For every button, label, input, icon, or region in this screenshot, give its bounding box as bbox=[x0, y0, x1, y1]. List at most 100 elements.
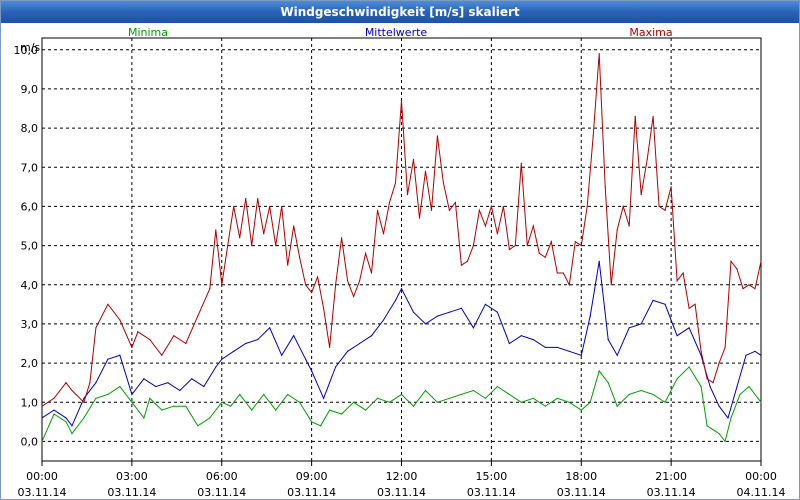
data-point-maxima bbox=[209, 288, 211, 290]
data-point-mittelwerte bbox=[281, 354, 283, 356]
data-point-maxima bbox=[95, 327, 97, 329]
data-point-mittelwerte bbox=[305, 358, 307, 360]
series-line-minima bbox=[41, 366, 762, 443]
data-point-minima bbox=[760, 401, 762, 403]
data-point-maxima bbox=[382, 233, 385, 235]
data-point-minima bbox=[65, 421, 67, 423]
data-point-maxima bbox=[460, 264, 463, 266]
data-point-mittelwerte bbox=[221, 358, 223, 360]
data-point-mittelwerte bbox=[652, 299, 654, 302]
data-point-minima bbox=[197, 425, 199, 427]
data-point-mittelwerte bbox=[589, 315, 591, 317]
data-point-mittelwerte bbox=[394, 299, 397, 302]
x-tick-date: 03.11.14 bbox=[18, 486, 67, 499]
data-point-minima bbox=[400, 393, 403, 396]
data-point-maxima bbox=[454, 201, 457, 204]
data-point-mittelwerte bbox=[727, 417, 729, 419]
data-point-mittelwerte bbox=[448, 311, 451, 313]
data-point-maxima bbox=[173, 335, 175, 337]
data-point-mittelwerte bbox=[424, 323, 427, 325]
data-point-minima bbox=[472, 389, 474, 392]
data-point-maxima bbox=[131, 346, 133, 349]
data-point-maxima bbox=[580, 244, 582, 247]
data-point-minima bbox=[275, 409, 277, 411]
data-point-maxima bbox=[502, 205, 504, 208]
y-tick-label: 0,0 bbox=[21, 435, 39, 448]
y-tick-label: 3,0 bbox=[21, 318, 39, 331]
data-point-minima bbox=[508, 393, 510, 396]
data-point-mittelwerte bbox=[370, 335, 373, 337]
data-point-maxima bbox=[107, 303, 109, 305]
y-tick-label: 8,0 bbox=[21, 122, 39, 135]
data-point-mittelwerte bbox=[754, 350, 756, 352]
data-point-maxima bbox=[604, 186, 606, 188]
data-point-maxima bbox=[263, 233, 265, 235]
data-point-mittelwerte bbox=[143, 378, 145, 380]
data-point-minima bbox=[230, 405, 232, 407]
data-point-mittelwerte bbox=[293, 335, 295, 337]
data-point-maxima bbox=[682, 272, 684, 274]
data-point-mittelwerte bbox=[532, 338, 534, 341]
data-point-maxima bbox=[556, 272, 558, 274]
data-point-maxima bbox=[748, 284, 750, 286]
x-tick-time: 00:00 bbox=[26, 470, 58, 483]
x-tick-date: 03.11.14 bbox=[557, 486, 606, 499]
x-tick-time: 06:00 bbox=[206, 470, 238, 483]
data-point-maxima bbox=[400, 100, 403, 102]
data-point-maxima bbox=[730, 260, 732, 262]
data-point-mittelwerte bbox=[556, 346, 558, 349]
data-point-mittelwerte bbox=[83, 397, 85, 399]
data-point-minima bbox=[448, 397, 451, 399]
data-point-minima bbox=[107, 393, 109, 396]
data-point-minima bbox=[724, 440, 726, 443]
data-point-maxima bbox=[646, 158, 648, 161]
data-point-mittelwerte bbox=[436, 315, 439, 317]
data-point-maxima bbox=[640, 194, 642, 196]
x-tick-date: 03.11.14 bbox=[107, 486, 156, 499]
data-point-minima bbox=[628, 393, 630, 396]
data-point-mittelwerte bbox=[472, 327, 474, 329]
y-tick-label: 2,0 bbox=[21, 357, 39, 370]
data-point-mittelwerte bbox=[709, 385, 711, 388]
data-point-maxima bbox=[616, 229, 618, 231]
data-point-maxima bbox=[370, 272, 373, 274]
data-point-maxima bbox=[658, 205, 660, 208]
data-point-mittelwerte bbox=[53, 409, 55, 411]
data-point-mittelwerte bbox=[598, 260, 600, 262]
data-point-maxima bbox=[520, 162, 522, 164]
data-point-mittelwerte bbox=[119, 354, 121, 356]
data-point-minima bbox=[340, 413, 343, 415]
data-point-mittelwerte bbox=[760, 354, 762, 356]
x-tick-date: 03.11.14 bbox=[287, 486, 336, 499]
data-point-minima bbox=[119, 385, 121, 388]
data-point-minima bbox=[730, 417, 732, 419]
data-point-maxima bbox=[490, 205, 492, 208]
data-point-mittelwerte bbox=[400, 288, 403, 290]
data-point-maxima bbox=[233, 205, 235, 208]
data-point-maxima bbox=[448, 209, 451, 211]
data-point-mittelwerte bbox=[71, 425, 73, 427]
data-point-mittelwerte bbox=[496, 311, 498, 313]
data-point-mittelwerte bbox=[65, 417, 67, 419]
data-point-minima bbox=[329, 409, 331, 411]
legend-label-maxima: Maxima bbox=[629, 26, 672, 39]
data-point-mittelwerte bbox=[607, 338, 609, 341]
data-point-minima bbox=[287, 393, 289, 396]
data-point-maxima bbox=[317, 276, 319, 278]
data-point-minima bbox=[757, 397, 759, 399]
data-point-maxima bbox=[466, 260, 469, 262]
data-point-maxima bbox=[71, 389, 73, 392]
chart-title: Windgeschwindigkeit [m/s] skaliert bbox=[1, 1, 799, 23]
data-point-maxima bbox=[496, 233, 498, 235]
y-tick-label: 10,0 bbox=[14, 44, 39, 57]
data-point-maxima bbox=[574, 241, 576, 243]
data-point-maxima bbox=[628, 225, 630, 227]
data-point-mittelwerte bbox=[412, 311, 415, 313]
data-point-minima bbox=[161, 409, 163, 411]
data-point-maxima bbox=[329, 346, 331, 349]
data-point-mittelwerte bbox=[358, 342, 361, 345]
data-point-minima bbox=[706, 425, 708, 427]
data-point-minima bbox=[460, 393, 463, 396]
